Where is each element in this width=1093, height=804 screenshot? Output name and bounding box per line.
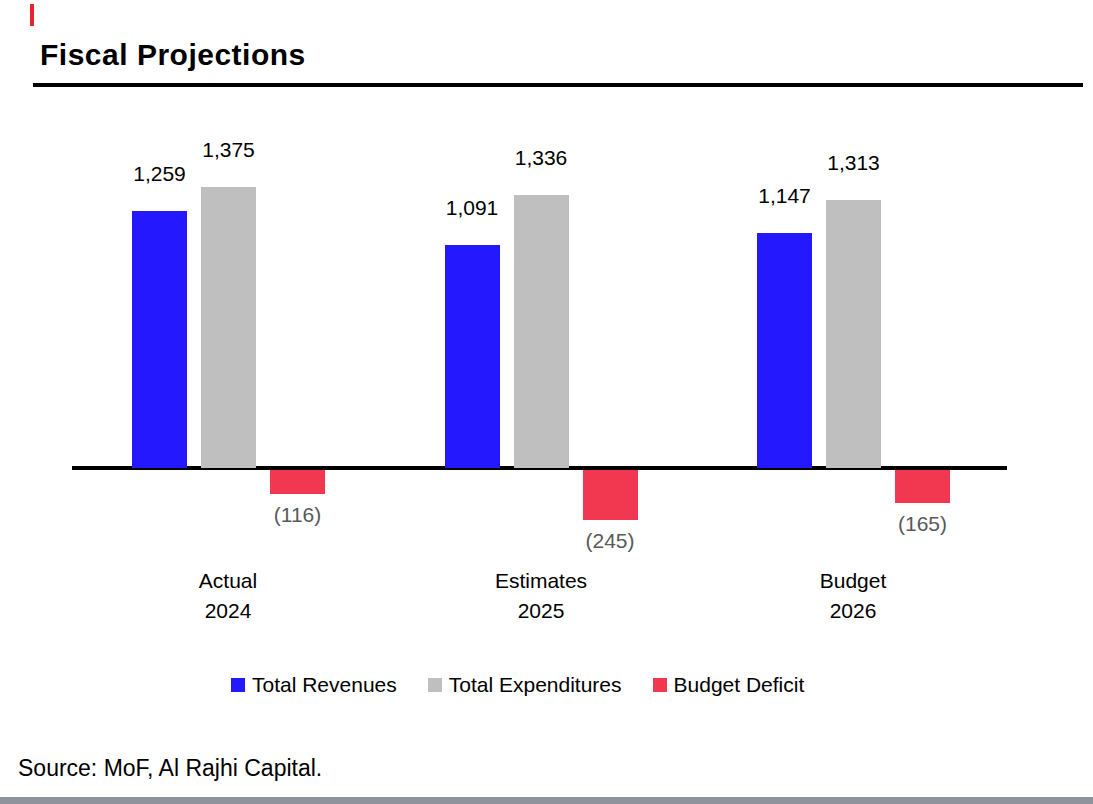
chart-legend: Total Revenues Total Expenditures Budget…: [231, 673, 804, 697]
legend-label: Budget Deficit: [674, 673, 805, 697]
bar-budget-deficit: [270, 470, 325, 494]
bar-budget-deficit: [895, 470, 950, 503]
category-year: 2025: [495, 596, 587, 626]
category-year: 2026: [820, 596, 887, 626]
value-label-total-revenues: 1,091: [446, 195, 499, 221]
bar-total-revenues: [445, 245, 500, 468]
bar-budget-deficit: [583, 470, 638, 520]
value-label-total-expenditures: 1,336: [515, 145, 568, 171]
category-name: Budget: [820, 566, 887, 596]
value-label-budget-deficit: (245): [585, 528, 634, 554]
category-year: 2024: [199, 596, 257, 626]
bar-total-revenues: [757, 233, 812, 468]
value-label-total-expenditures: 1,313: [827, 150, 880, 176]
bar-total-expenditures: [826, 200, 881, 468]
legend-item-budget-deficit: Budget Deficit: [653, 673, 805, 697]
value-label-total-revenues: 1,259: [133, 161, 186, 187]
legend-label: Total Revenues: [252, 673, 397, 697]
bar-total-expenditures: [514, 195, 569, 468]
category-name: Estimates: [495, 566, 587, 596]
source-note: Source: MoF, Al Rajhi Capital.: [18, 755, 322, 782]
legend-item-total-revenues: Total Revenues: [231, 673, 397, 697]
value-label-budget-deficit: (165): [898, 511, 947, 537]
legend-item-total-expenditures: Total Expenditures: [428, 673, 622, 697]
category-name: Actual: [199, 566, 257, 596]
legend-swatch-red-icon: [653, 678, 667, 692]
category-label-budget-2026: Budget 2026: [820, 566, 887, 626]
legend-label: Total Expenditures: [449, 673, 622, 697]
bar-total-expenditures: [201, 187, 256, 468]
bottom-border-strip: [0, 797, 1093, 804]
bar-total-revenues: [132, 211, 187, 468]
value-label-budget-deficit: (116): [274, 502, 321, 528]
legend-swatch-blue-icon: [231, 678, 245, 692]
value-label-total-revenues: 1,147: [758, 183, 811, 209]
legend-swatch-gray-icon: [428, 678, 442, 692]
report-page: Fiscal Projections 1,2591,0911,1471,3751…: [0, 0, 1093, 804]
value-label-total-expenditures: 1,375: [202, 137, 255, 163]
category-label-actual-2024: Actual 2024: [199, 566, 257, 626]
category-label-estimates-2025: Estimates 2025: [495, 566, 587, 626]
